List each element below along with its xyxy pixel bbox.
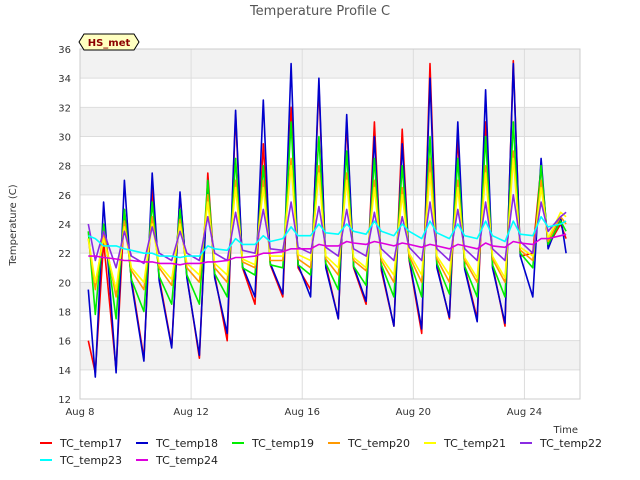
y-tick-label: 20 xyxy=(58,278,71,289)
legend-label: TC_temp17 xyxy=(59,437,122,450)
plot-band xyxy=(80,224,580,254)
y-tick-label: 30 xyxy=(58,133,71,144)
plot-band xyxy=(80,340,580,370)
series-line-tc-temp24 xyxy=(88,233,567,266)
series-line-tc-temp23 xyxy=(87,215,567,259)
axes: 12 14 16 18 20 22 24 26 28 30 32 34 36 Aug 8 Aug 12 Aug… xyxy=(58,45,581,418)
station-badge-label: HS_met xyxy=(88,38,131,49)
y-axis-label: Temperature (C) xyxy=(8,184,19,266)
plot-band xyxy=(80,49,580,79)
plot-frame xyxy=(79,48,581,400)
legend-label: TC_temp21 xyxy=(443,437,506,450)
station-badge: HS_met xyxy=(78,33,140,51)
y-tick-label: 16 xyxy=(58,337,71,348)
station-badge-box xyxy=(78,33,140,51)
y-tick-label: 12 xyxy=(58,395,71,406)
x-axis-label: Time xyxy=(553,425,578,436)
y-tick-label: 24 xyxy=(58,220,71,231)
legend-label: TC_temp23 xyxy=(59,454,122,467)
plot-band xyxy=(80,107,580,137)
series-lines xyxy=(87,59,567,378)
chart-title: Temperature Profile C xyxy=(249,4,390,19)
y-tick-label: 28 xyxy=(58,162,71,173)
x-tick-label: Aug 12 xyxy=(173,407,208,418)
legend-label: TC_temp19 xyxy=(251,437,314,450)
y-tick-label: 34 xyxy=(58,74,71,85)
y-tick-label: 32 xyxy=(58,103,71,114)
series-line-tc-temp21 xyxy=(87,157,567,291)
y-tick-label: 14 xyxy=(58,366,71,377)
legend-label: TC_temp18 xyxy=(155,437,218,450)
series-line-tc-temp22 xyxy=(87,194,567,269)
y-tick-label: 26 xyxy=(58,191,71,202)
legend-label: TC_temp24 xyxy=(155,454,218,467)
plot-band xyxy=(80,165,580,195)
x-tick-label: Aug 24 xyxy=(507,407,542,418)
legend-label: TC_temp20 xyxy=(347,437,410,450)
x-tick-label: Aug 20 xyxy=(396,407,431,418)
x-tick-label: Aug 16 xyxy=(285,407,320,418)
y-tick-label: 36 xyxy=(58,45,71,56)
x-tick-label: Aug 8 xyxy=(65,407,94,418)
series-line-tc-temp19 xyxy=(87,121,567,320)
series-line-tc-temp18 xyxy=(87,62,567,378)
y-tick-label: 22 xyxy=(58,249,71,260)
legend: TC_temp17 TC_temp18 TC_temp19 TC_temp20 TC_t… xyxy=(40,437,602,467)
legend-label: TC_temp22 xyxy=(539,437,602,450)
y-tick-label: 18 xyxy=(58,308,71,319)
